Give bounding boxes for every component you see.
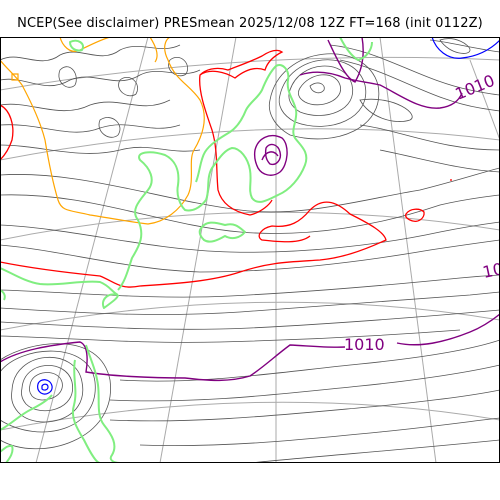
isobar-label-edge-right: 10 bbox=[481, 259, 500, 282]
graticule-parallels bbox=[0, 56, 500, 431]
red-contour bbox=[0, 49, 452, 288]
coastline bbox=[0, 37, 373, 463]
orange-contour bbox=[0, 37, 205, 225]
blue-contour bbox=[37, 37, 500, 395]
chart-title: NCEP(See disclaimer) PRESmean 2025/12/08… bbox=[17, 16, 483, 31]
isobar-label-1010-top-right: 1010 bbox=[452, 71, 497, 104]
isobars bbox=[0, 38, 500, 463]
purple-contour-1010 bbox=[0, 37, 500, 382]
isobar-label-1010-bottom: 1010 bbox=[344, 335, 385, 354]
